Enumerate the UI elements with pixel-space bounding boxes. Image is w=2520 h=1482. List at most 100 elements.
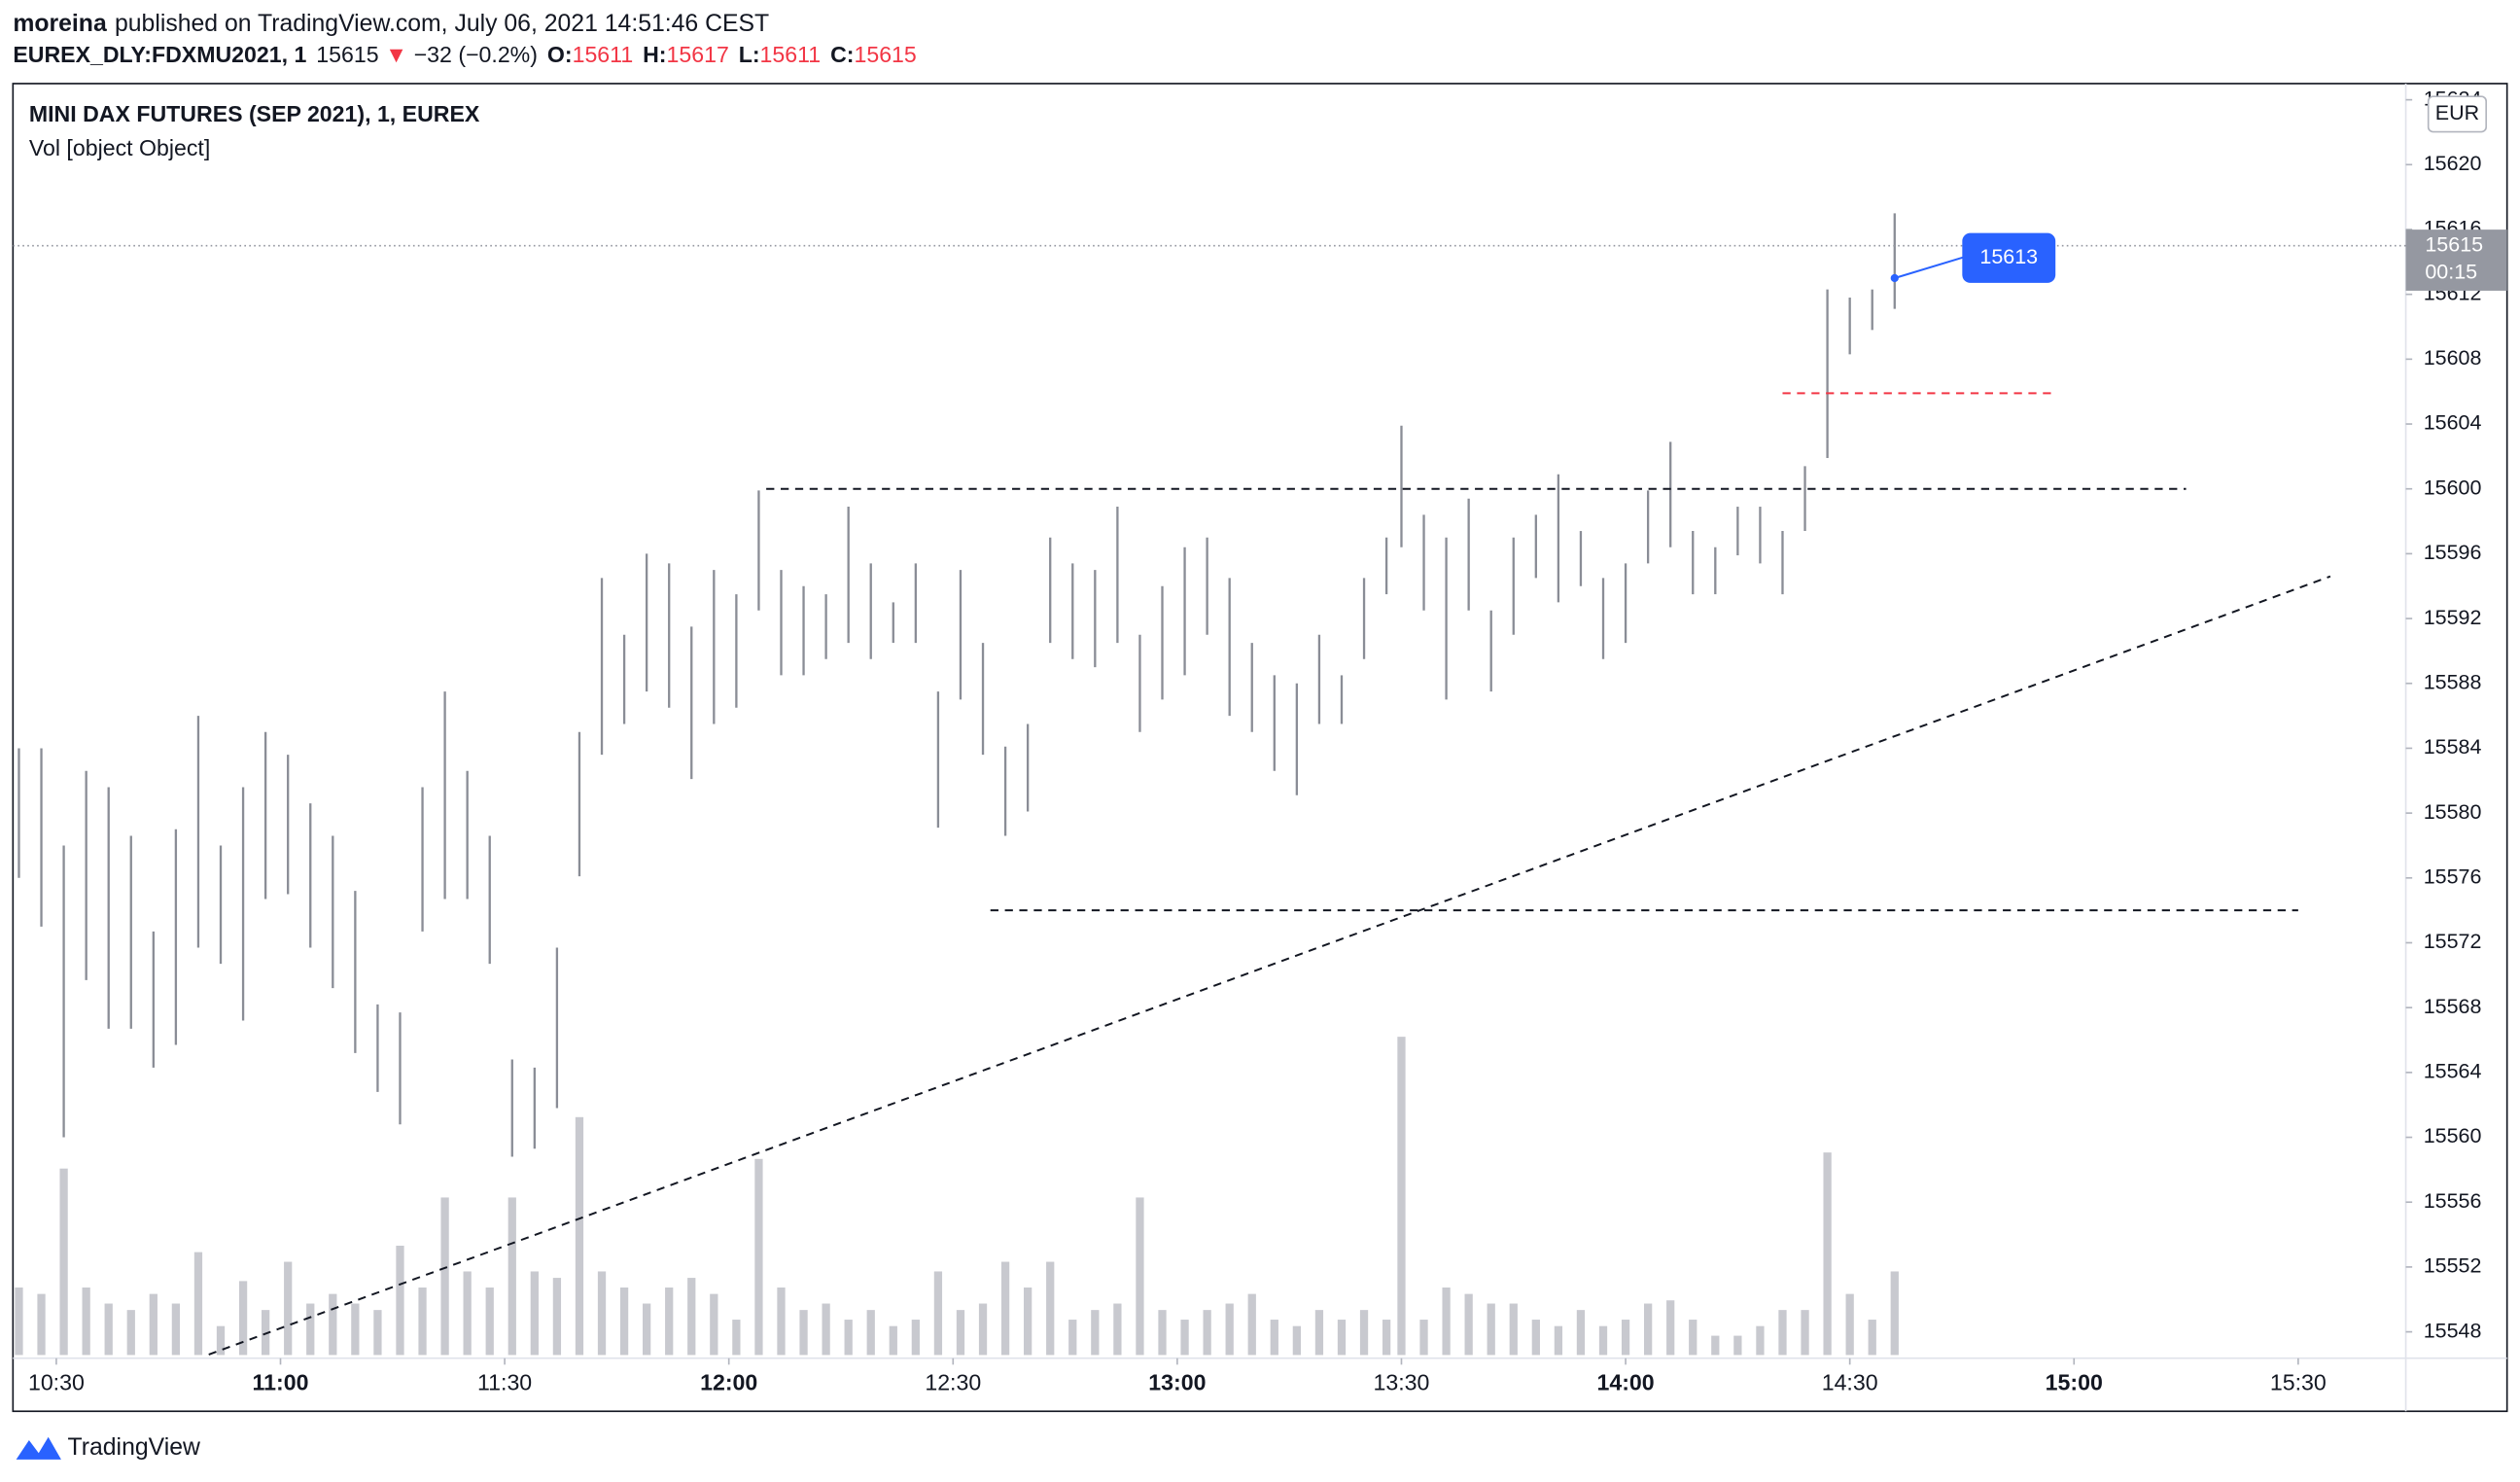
y-tick-label: 15600 (2424, 476, 2482, 499)
y-tick-label: 15608 (2424, 346, 2482, 370)
volume-bar (171, 1303, 181, 1356)
last: 15615 (316, 42, 378, 67)
currency-box[interactable] (2427, 95, 2488, 133)
volume-bar (1136, 1197, 1144, 1356)
volume-bar (396, 1246, 404, 1356)
x-tick-label: 13:30 (1374, 1369, 1430, 1394)
x-tick-label: 15:00 (2046, 1369, 2103, 1394)
volume-bar (844, 1320, 853, 1356)
volume-bar (1113, 1303, 1122, 1356)
y-tick-label: 15556 (2424, 1189, 2482, 1213)
volume-bar (1203, 1310, 1211, 1356)
volume-bar (306, 1303, 315, 1356)
y-tick-label: 15620 (2424, 152, 2482, 175)
volume-bar (1666, 1300, 1675, 1356)
change: −32 (−0.2%) (414, 42, 538, 67)
overlay: 15615 00:15 15613 (1890, 229, 2507, 291)
volume-bar (1733, 1335, 1742, 1356)
volume-bar (1225, 1303, 1234, 1356)
volume-bar (1359, 1310, 1369, 1356)
volume-bar (463, 1271, 472, 1356)
y-tick-label: 15588 (2424, 670, 2482, 693)
x-tick-label: 15:30 (2270, 1369, 2327, 1394)
y-tick-label: 15604 (2424, 411, 2482, 435)
volume-bar (956, 1310, 965, 1356)
callout-line (1894, 256, 1965, 279)
published: published on TradingView.com, July 06, 2… (115, 10, 769, 36)
callout-point (1890, 273, 1899, 283)
volume-bar (754, 1158, 763, 1356)
volume-bar (1711, 1335, 1720, 1356)
x-tick-label: 10:30 (28, 1369, 85, 1394)
volume-bar (1689, 1320, 1698, 1356)
volume-bar (575, 1116, 584, 1356)
volume-bar (59, 1168, 68, 1356)
y-tick-label: 15560 (2424, 1124, 2482, 1147)
ohlc-label: H: (643, 42, 666, 67)
volume-bar (238, 1281, 248, 1356)
volume-bar (619, 1287, 629, 1356)
volume-bar (1180, 1320, 1189, 1356)
volume-bar (1621, 1320, 1630, 1356)
frame (12, 83, 2508, 1413)
volume-bar (1024, 1287, 1032, 1356)
ohlc-value: 15611 (573, 42, 634, 67)
x-tick-label: 14:00 (1596, 1369, 1654, 1394)
volume-bar (1091, 1310, 1100, 1356)
volume-bar (104, 1303, 113, 1356)
volume-bar (1643, 1303, 1653, 1356)
y-tick-label: 15572 (2424, 930, 2482, 953)
symbol: EUREX_DLY:FDXMU2021, 1 (13, 42, 306, 67)
callout-label: 15613 (1979, 245, 2038, 268)
volume-bar (1845, 1293, 1854, 1356)
currency[interactable]: EUR (2435, 101, 2479, 124)
volume-bar (1247, 1293, 1256, 1356)
x-tick-label: 12:00 (700, 1369, 757, 1394)
volume-bar (911, 1320, 920, 1356)
volume-bar (665, 1287, 674, 1356)
x-tick-label: 11:00 (253, 1369, 309, 1394)
y-tick-label: 15576 (2424, 864, 2482, 888)
volume-bar (261, 1310, 270, 1356)
volume-bar (889, 1325, 897, 1356)
plot-area (13, 213, 2406, 1356)
ohlc-value: 15617 (667, 42, 729, 67)
volume-bar (149, 1293, 158, 1356)
y-tick-label: 15596 (2424, 541, 2482, 564)
volume-bar (284, 1261, 293, 1356)
volume-bar (1890, 1271, 1899, 1356)
volume-bar (1598, 1325, 1608, 1356)
volume-bar (710, 1293, 718, 1356)
volume-bar (15, 1287, 23, 1356)
volume-bar (1554, 1325, 1563, 1356)
volume-bar (1419, 1320, 1428, 1356)
volume-bar (508, 1197, 516, 1356)
ohlc-value: 15611 (760, 42, 822, 67)
countdown-label: 00:15 (2425, 260, 2477, 283)
volume-bar (440, 1197, 449, 1356)
change-arrow: ▼ (385, 42, 407, 67)
y-tick-label: 15592 (2424, 606, 2482, 629)
chart-title: MINI DAX FUTURES (SEP 2021), 1, EUREX (29, 101, 480, 126)
volume-bar (933, 1271, 943, 1356)
y-tick-label: 15564 (2424, 1060, 2482, 1083)
volume-bar (329, 1293, 337, 1356)
volume-bar (597, 1271, 607, 1356)
volume-bar (1337, 1320, 1347, 1356)
publish-line: moreina published on TradingView.com, Jul… (13, 10, 769, 36)
volume-bar (82, 1287, 90, 1356)
volume-bar (126, 1310, 135, 1356)
volume-bar (1823, 1152, 1832, 1356)
volume-bar (1270, 1320, 1278, 1356)
symbol-line: EUREX_DLY:FDXMU2021, 1 15615 ▼ −32 (−0.2%) O… (13, 42, 916, 67)
ohlc-value: 15615 (854, 42, 916, 67)
volume-bar (1314, 1310, 1324, 1356)
x-tick-label: 12:30 (925, 1369, 981, 1394)
volume-bar (1801, 1310, 1809, 1356)
author: moreina (13, 10, 107, 36)
volume-bar (418, 1287, 427, 1356)
volume-bar (799, 1310, 808, 1356)
volume-bar (1292, 1325, 1301, 1356)
volume-bar (1382, 1320, 1391, 1356)
